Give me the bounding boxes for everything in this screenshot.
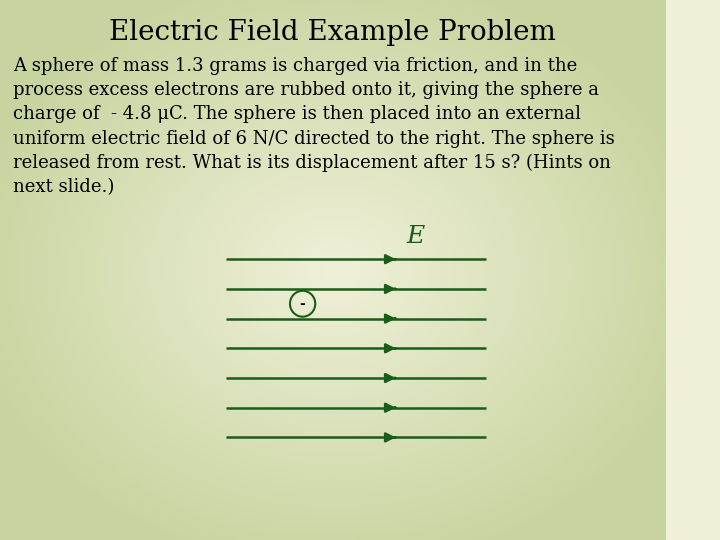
Text: E: E — [407, 225, 425, 248]
Text: Electric Field Example Problem: Electric Field Example Problem — [109, 19, 556, 46]
Text: A sphere of mass 1.3 grams is charged via friction, and in the
process excess el: A sphere of mass 1.3 grams is charged vi… — [13, 57, 615, 197]
Text: -: - — [300, 297, 305, 310]
